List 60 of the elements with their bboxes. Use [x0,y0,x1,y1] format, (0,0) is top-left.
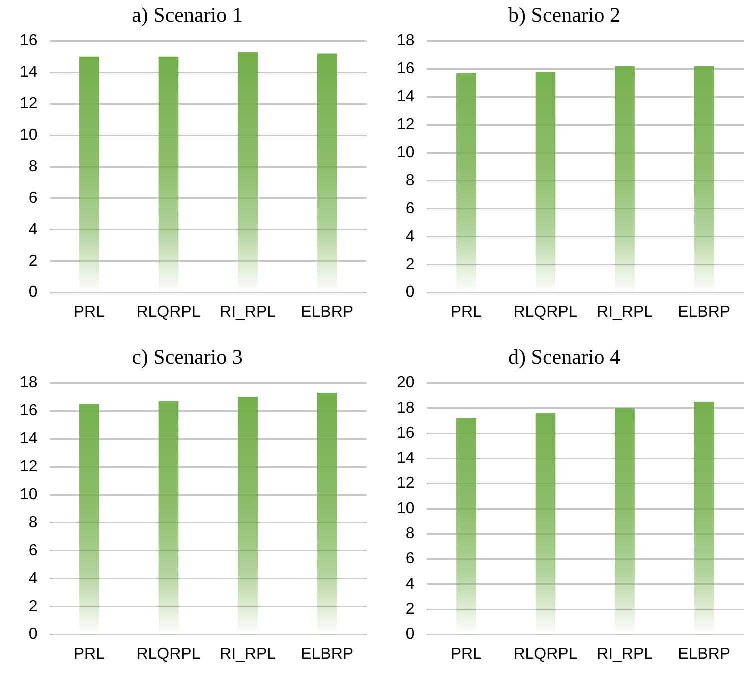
y-tick-label: 0 [406,284,415,302]
y-tick-label: 2 [406,601,415,618]
y-tick-label: 10 [397,500,415,518]
y-tick-label: 12 [397,116,415,134]
y-tick-label: 8 [28,514,38,532]
y-tick-label: 10 [397,144,415,162]
y-tick-label: 20 [397,374,415,392]
y-tick-label: 6 [28,190,38,207]
x-tick-label: RLQRPL [514,304,578,321]
x-tick-label: RI_RPL [597,304,654,321]
y-tick-label: 6 [406,200,415,218]
x-tick-label: RLQRPL [136,646,201,663]
x-tick-label: RI_RPL [597,646,654,663]
x-tick-label: ELBRP [301,304,354,321]
chart-title: a) Scenario 1 [132,3,243,28]
y-tick-label: 16 [397,60,415,78]
y-tick-label: 18 [397,32,415,50]
y-tick-label: 0 [406,626,415,644]
y-tick-label: 14 [397,88,415,106]
y-tick-label: 14 [397,450,415,468]
y-tick-label: 4 [28,221,38,238]
x-tick-label: PRL [74,304,106,321]
y-tick-label: 12 [397,475,415,492]
x-tick-label: PRL [74,646,106,663]
y-tick-label: 0 [28,626,38,644]
x-tick-label: ELBRP [678,646,731,663]
y-tick-label: 14 [20,430,38,448]
y-tick-label: 4 [406,228,415,246]
x-tick-label: ELBRP [301,646,354,663]
x-tick-label: ELBRP [678,304,731,321]
y-tick-label: 2 [406,256,415,274]
y-tick-label: 14 [20,64,38,82]
y-tick-label: 4 [28,570,38,588]
chart-title: b) Scenario 2 [508,3,620,28]
chart-title: c) Scenario 3 [132,345,243,370]
y-tick-label: 10 [20,126,38,144]
x-tick-label: RLQRPL [514,646,578,663]
y-tick-label: 12 [20,96,38,113]
y-tick-label: 2 [28,598,38,616]
y-tick-label: 12 [20,458,38,476]
x-tick-label: PRL [450,304,482,321]
x-tick-label: RI_RPL [220,304,276,321]
y-tick-label: 4 [406,576,415,593]
chart-title: d) Scenario 4 [508,345,621,370]
y-tick-label: 16 [20,402,38,420]
y-tick-label: 18 [397,400,415,417]
x-tick-label: RLQRPL [136,304,201,321]
y-tick-label: 16 [20,32,38,50]
y-tick-label: 10 [20,486,38,504]
y-tick-label: 0 [28,284,38,302]
y-tick-label: 6 [28,542,38,560]
y-tick-label: 8 [406,526,415,543]
y-tick-label: 8 [28,158,38,176]
x-tick-label: RI_RPL [220,646,276,663]
y-tick-label: 6 [406,550,415,568]
y-tick-label: 2 [28,252,38,270]
x-tick-label: PRL [450,646,482,663]
y-tick-label: 8 [406,172,415,190]
y-tick-label: 18 [20,374,38,392]
y-tick-label: 16 [397,424,415,442]
